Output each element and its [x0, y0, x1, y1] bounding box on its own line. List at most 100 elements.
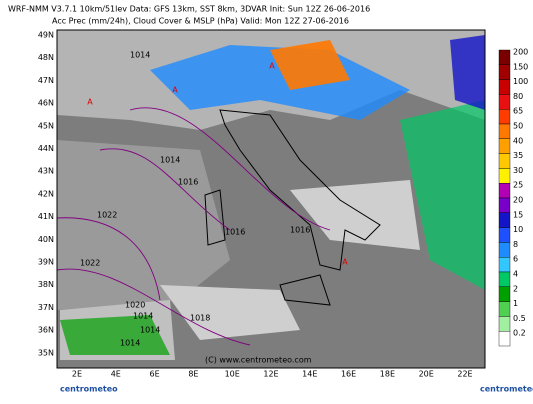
colorbar-swatch: [498, 138, 511, 154]
colorbar-label: 6: [513, 255, 518, 264]
precip: [270, 40, 350, 90]
colorbar-label: 35: [513, 151, 523, 160]
colorbar-label: 200: [513, 48, 528, 57]
coastline: [219, 109, 381, 271]
lon-label: 16E: [341, 370, 356, 379]
lat-label: 40N: [38, 235, 54, 244]
isobar-label: 1018: [190, 314, 210, 323]
colorbar-swatch: [498, 153, 511, 169]
lat-label: 46N: [38, 99, 54, 108]
colorbar-swatch: [498, 242, 511, 258]
colorbar-label: 20: [513, 196, 523, 205]
lon-label: 14E: [302, 370, 317, 379]
isobar-label: 1014: [133, 312, 153, 321]
colorbar-swatch: [498, 123, 511, 140]
lat-label: 44N: [38, 144, 54, 153]
copyright: (C) www.centrometeo.com: [205, 356, 312, 365]
colorbar-swatch: [498, 94, 511, 110]
isobar-label: 1016: [290, 226, 310, 235]
colorbar-label: 0.2: [513, 329, 526, 338]
lat-label: 39N: [38, 258, 54, 267]
lat-label: 35N: [38, 348, 54, 357]
lat-label: 41N: [38, 212, 54, 221]
lon-label: 12E: [263, 370, 278, 379]
colorbar-label: 150: [513, 62, 528, 71]
cloud: [290, 180, 420, 250]
colorbar-label: 30: [513, 166, 523, 175]
map: [56, 29, 486, 369]
lat-label: 45N: [38, 121, 54, 130]
isobar-label: 1022: [97, 211, 117, 220]
colorbar-swatch: [498, 212, 511, 228]
lat-label: 48N: [38, 53, 54, 62]
logo-left: centrometeo: [60, 385, 118, 394]
colorbar-label: 4: [513, 270, 518, 279]
colorbar-label: 40: [513, 136, 523, 145]
cloud: [57, 140, 230, 310]
isobar-label: 1022: [80, 259, 100, 268]
lon-label: 18E: [380, 370, 395, 379]
colorbar-swatch: [498, 301, 511, 317]
isobar-label: 1016: [178, 178, 198, 187]
colorbar-swatch: [498, 64, 511, 80]
lon-label: 8E: [188, 370, 198, 379]
colorbar-swatch: [498, 257, 511, 273]
logo-right: centrometeo: [480, 385, 533, 394]
colorbar-swatch: [498, 316, 511, 332]
colorbar-label: 100: [513, 77, 528, 86]
precip: [450, 35, 485, 110]
header-line2: Acc Prec (mm/24h), Cloud Cover & MSLP (h…: [52, 17, 349, 26]
colorbar-label: 10: [513, 225, 523, 234]
lon-label: 4E: [111, 370, 121, 379]
colorbar-label: 0.5: [513, 314, 526, 323]
pressure-marker: A: [269, 62, 275, 71]
map-frame: [56, 29, 486, 369]
lon-label: 6E: [150, 370, 160, 379]
colorbar-swatch: [498, 197, 511, 214]
lat-label: 47N: [38, 76, 54, 85]
lat-label: 49N: [38, 31, 54, 40]
isobar-label: 1016: [225, 228, 245, 237]
lat-label: 36N: [38, 326, 54, 335]
colorbar-label: 1: [513, 299, 518, 308]
colorbar-swatch: [498, 331, 511, 347]
colorbar-swatch: [498, 79, 511, 95]
lat-label: 42N: [38, 189, 54, 198]
colorbar-label: 8: [513, 240, 518, 249]
header-line1: WRF-NMM V3.7.1 10km/51lev Data: GFS 13km…: [8, 5, 370, 14]
pressure-marker: A: [342, 258, 348, 267]
isobar-label: 1014: [130, 51, 150, 60]
colorbar-swatch: [498, 286, 511, 302]
pressure-marker: A: [87, 98, 93, 107]
precip: [400, 100, 485, 290]
colorbar-swatch: [498, 168, 511, 184]
lat-label: 37N: [38, 303, 54, 312]
pressure-marker: A: [172, 86, 178, 95]
lon-label: 22E: [457, 370, 472, 379]
lat-label: 43N: [38, 167, 54, 176]
isobar-label: 1020: [125, 301, 145, 310]
isobar-label: 1014: [140, 326, 160, 335]
colorbar-label: 65: [513, 107, 523, 116]
colorbar-label: 2: [513, 284, 518, 293]
precip: [150, 45, 410, 120]
isobar-label: 1014: [160, 156, 180, 165]
isobar: [56, 107, 331, 346]
colorbar-label: 15: [513, 210, 523, 219]
lon-label: 20E: [419, 370, 434, 379]
colorbar-swatch: [498, 271, 511, 288]
colorbar-label: 80: [513, 92, 523, 101]
cloud: [160, 285, 300, 340]
colorbar-swatch: [498, 227, 511, 243]
lon-label: 10E: [225, 370, 240, 379]
isobar-label: 1014: [120, 339, 140, 348]
colorbar-swatch: [498, 108, 511, 125]
colorbar-label: 25: [513, 181, 523, 190]
coastline: [204, 189, 331, 306]
precip: [60, 315, 170, 355]
colorbar-swatch: [498, 49, 511, 66]
lon-label: 2E: [72, 370, 82, 379]
colorbar-swatch: [498, 182, 511, 199]
lat-label: 38N: [38, 280, 54, 289]
